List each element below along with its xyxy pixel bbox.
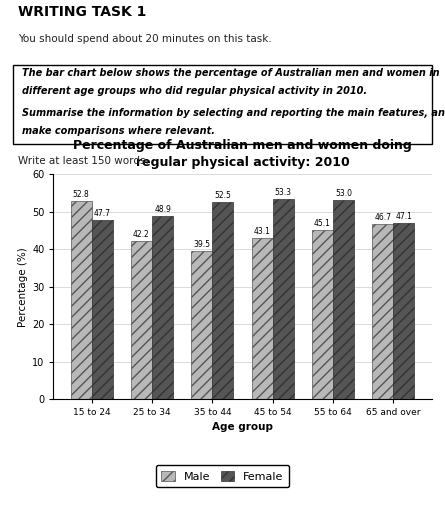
Bar [372,224,393,399]
Text: 53.0: 53.0 [335,189,352,199]
Bar [152,216,173,399]
Y-axis label: Percentage (%): Percentage (%) [18,247,28,327]
Bar [251,238,273,399]
Bar [312,230,333,399]
Text: 52.8: 52.8 [73,190,89,199]
Text: 52.5: 52.5 [214,191,231,200]
Text: Write at least 150 words.: Write at least 150 words. [18,156,149,166]
Bar [71,201,92,399]
Bar [92,220,113,399]
Text: 48.9: 48.9 [154,205,171,214]
Text: WRITING TASK 1: WRITING TASK 1 [18,5,146,18]
Bar [273,199,294,399]
Text: 39.5: 39.5 [193,240,210,249]
Text: different age groups who did regular physical activity in 2010.: different age groups who did regular phy… [22,86,368,96]
Bar [131,241,152,399]
Text: 47.1: 47.1 [396,211,413,221]
Bar [393,223,414,399]
Text: make comparisons where relevant.: make comparisons where relevant. [22,126,215,136]
Bar [212,202,234,399]
Text: You should spend about 20 minutes on this task.: You should spend about 20 minutes on thi… [18,34,271,44]
Text: 53.3: 53.3 [275,188,292,197]
Legend: Male, Female: Male, Female [156,465,289,487]
Text: 43.1: 43.1 [254,227,271,236]
Text: 45.1: 45.1 [314,219,331,228]
Text: The bar chart below shows the percentage of Australian men and women in: The bar chart below shows the percentage… [22,68,440,78]
Text: 42.2: 42.2 [133,230,150,239]
Text: Summarise the information by selecting and reporting the main features, and: Summarise the information by selecting a… [22,108,445,118]
Title: Percentage of Australian men and women doing
regular physical activity: 2010: Percentage of Australian men and women d… [73,139,412,169]
FancyBboxPatch shape [13,65,432,144]
Bar [333,200,354,399]
Bar [191,251,212,399]
Text: 47.7: 47.7 [94,209,111,219]
X-axis label: Age group: Age group [212,421,273,432]
Text: 46.7: 46.7 [374,213,391,222]
